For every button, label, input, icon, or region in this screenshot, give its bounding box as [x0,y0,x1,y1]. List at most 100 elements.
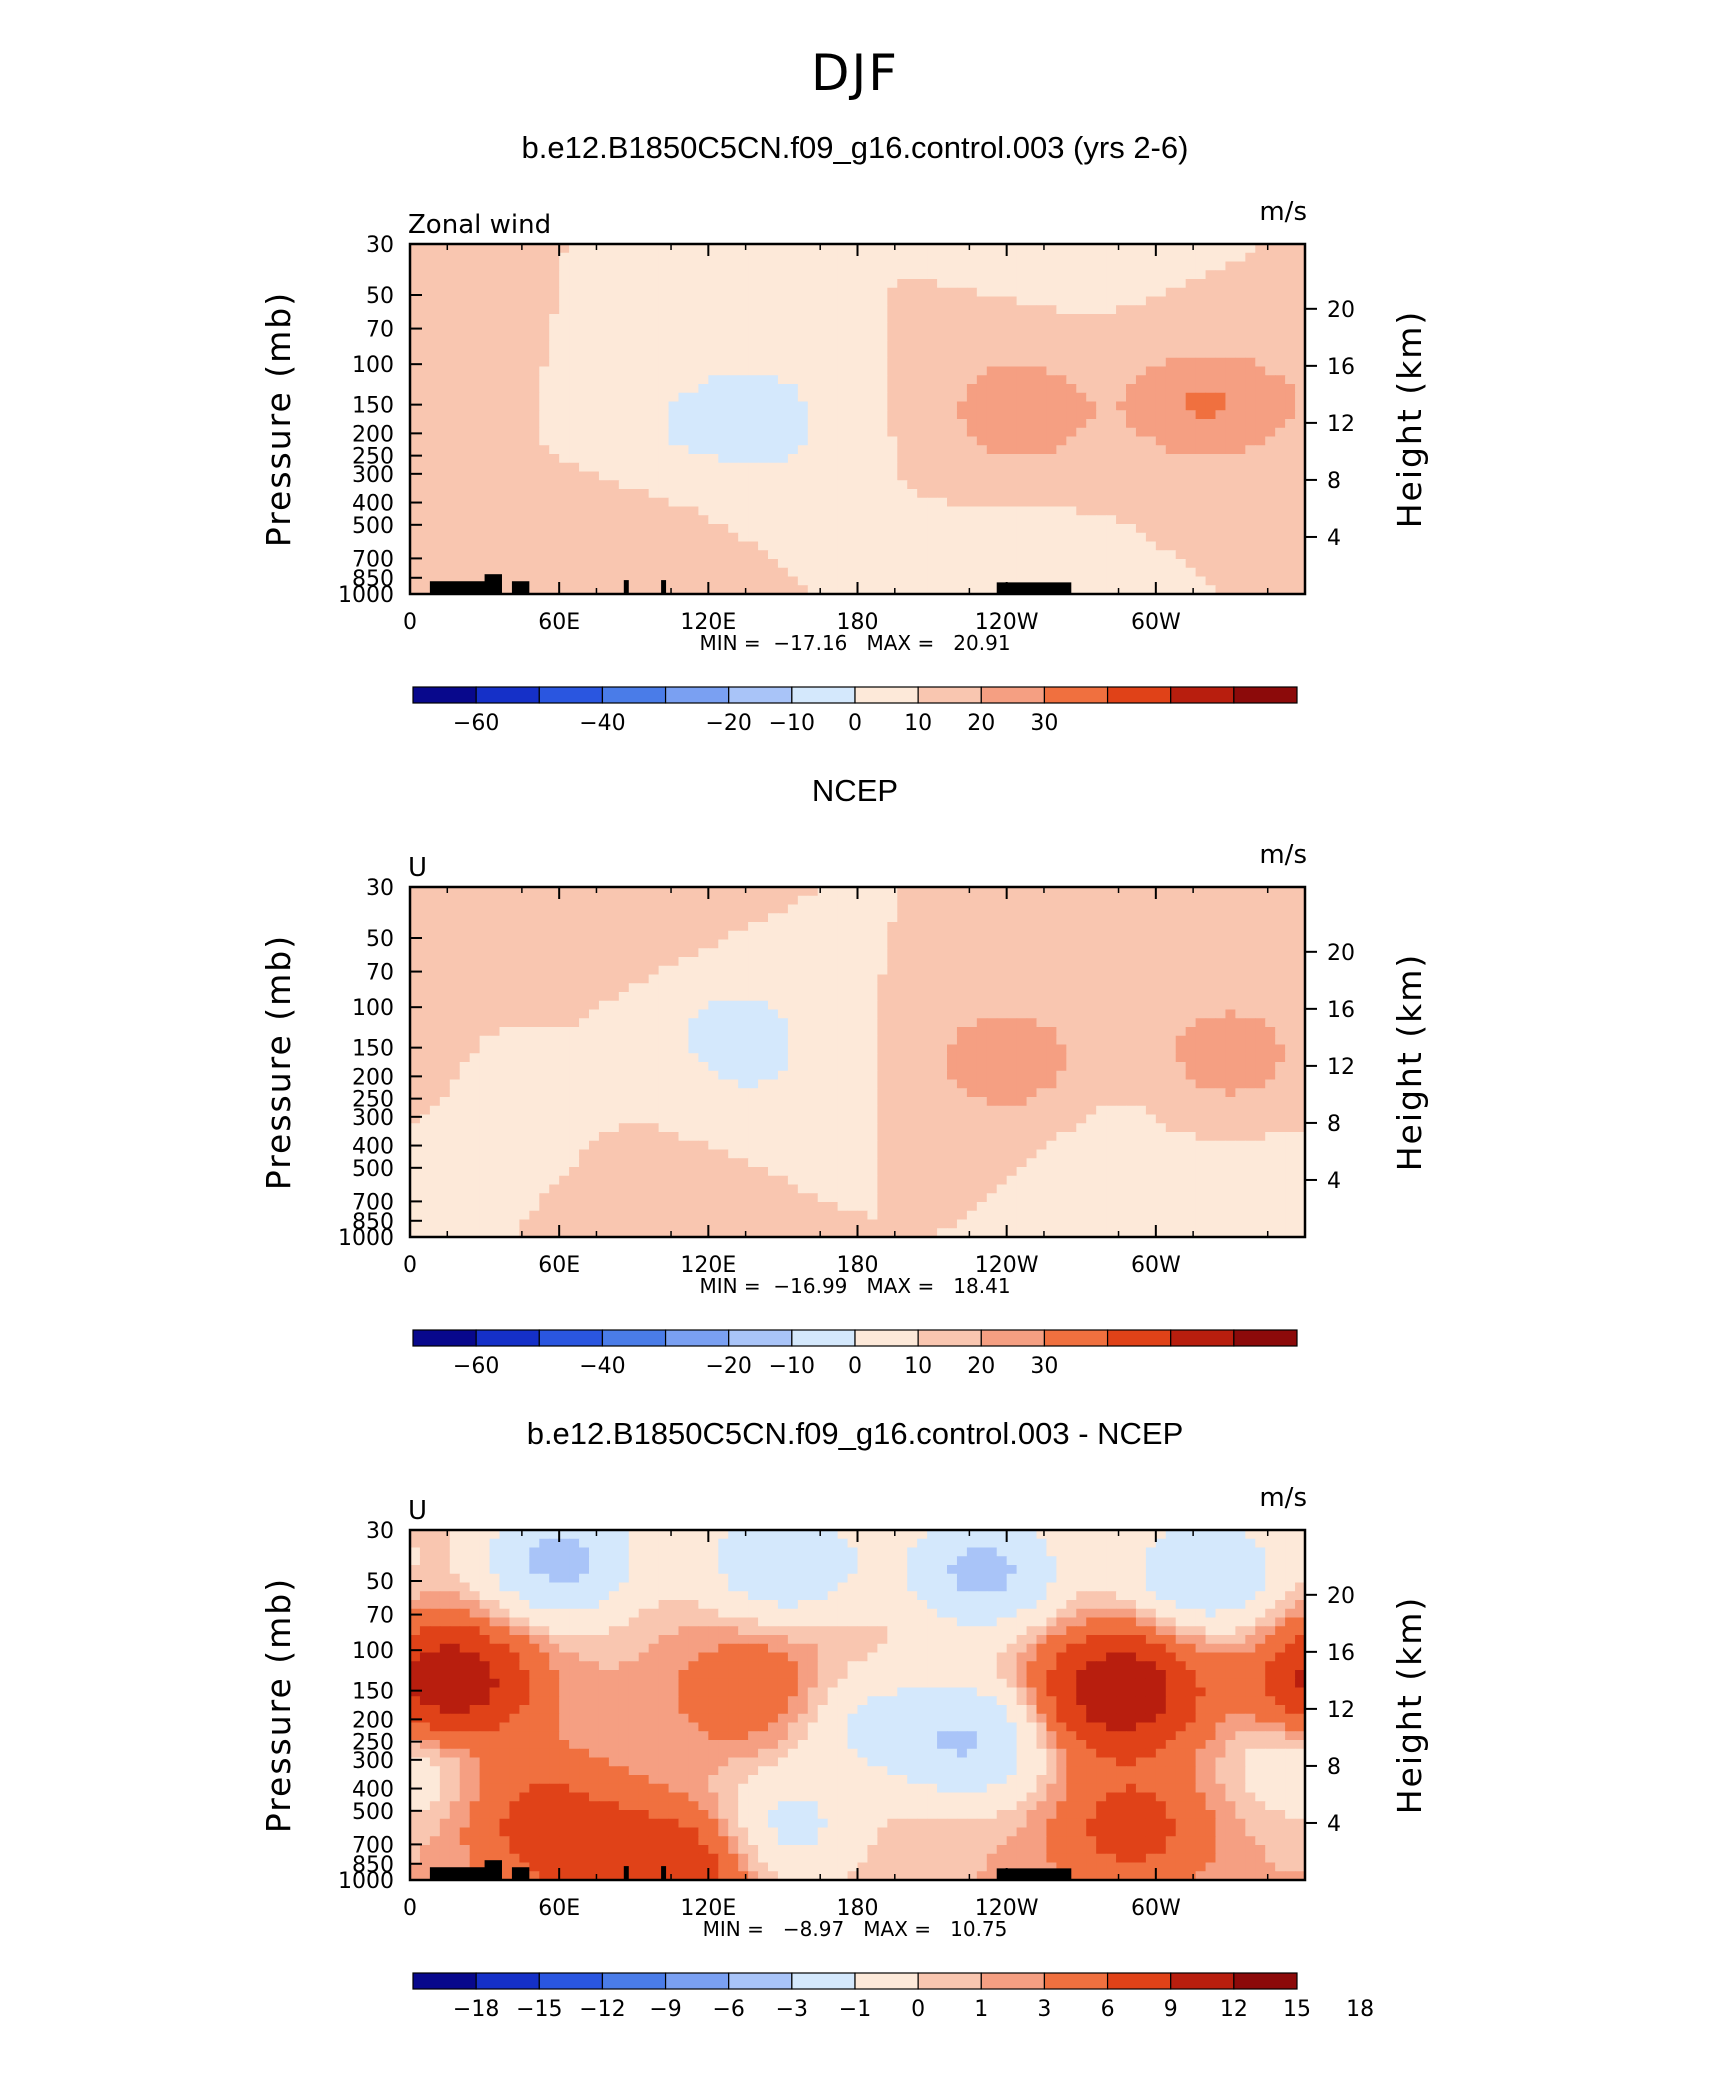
contour-cell [569,983,580,993]
contour-cell [976,462,988,473]
contour-cell [688,922,699,932]
contour-cell [827,515,839,525]
contour-cell [1046,895,1057,906]
contour-cell [519,357,530,368]
contour-cell [1096,585,1107,595]
contour-cell [1046,375,1057,385]
contour-cell [688,384,699,394]
contour-cell [937,401,948,411]
contour-cell [459,392,471,403]
contour-cell [1126,340,1137,350]
contour-cell [598,462,610,473]
contour-cell [807,322,819,333]
contour-cell [718,515,729,525]
contour-cell [618,913,630,923]
contour-cell [648,471,660,481]
contour-cell [1195,532,1207,543]
contour-cell [986,957,998,967]
contour-cell [867,357,878,368]
contour-cell [1285,445,1296,455]
contour-cell [1026,904,1038,914]
contour-cell [628,974,640,984]
contour-cell [1116,375,1127,385]
contour-cell [758,948,769,958]
contour-cell [907,541,918,551]
contour-cell [658,331,670,341]
contour-cell [738,322,749,333]
contour-cell [1126,922,1137,932]
contour-cell [1026,445,1038,455]
contour-cell [877,983,888,993]
contour-cell [1135,305,1147,315]
contour-cell [1106,375,1117,385]
contour-cell [589,375,600,385]
contour-cell [688,489,699,499]
contour-cell [1106,480,1117,490]
contour-cell [937,480,948,490]
contour-cell [618,462,630,473]
contour-cell [777,930,789,941]
contour-cell [1175,576,1187,586]
contour-cell [1255,887,1266,897]
contour-cell [1086,506,1097,516]
contour-cell [429,939,441,949]
contour-cell [1135,559,1147,569]
contour-cell [1066,541,1077,551]
contour-cell [1265,287,1276,298]
contour-cell [1046,419,1057,429]
contour-cell [817,904,829,914]
contour-cell [1096,1000,1107,1011]
contour-cell [1076,992,1087,1002]
contour-cell [648,489,660,499]
contour-cell [708,270,719,280]
contour-cell [410,1009,421,1019]
contour-cell [986,992,998,1002]
contour-cell [419,497,431,508]
contour-cell [1036,895,1048,906]
contour-cell [608,314,620,324]
contour-cell [1026,1000,1038,1011]
contour-cell [678,948,690,958]
contour-cell [748,515,759,525]
contour-cell [827,939,839,949]
contour-cell [529,384,540,394]
contour-cell [708,930,719,941]
contour-cell [976,887,988,897]
contour-cell [947,1000,958,1011]
contour-cell [887,384,898,394]
contour-cell [1135,515,1147,525]
contour-cell [777,957,789,967]
contour-cell [1235,974,1246,984]
contour-cell [1036,366,1048,376]
contour-cell [1295,480,1306,490]
contour-cell [489,506,501,516]
contour-cell [549,331,560,341]
contour-cell [1275,957,1286,967]
contour-cell [459,314,471,324]
contour-cell [1145,948,1157,958]
contour-cell [1275,401,1286,411]
contour-cell [658,410,670,420]
contour-cell [1235,419,1246,429]
contour-cell [1076,541,1087,551]
contour-cell [410,279,421,289]
contour-cell [668,410,680,420]
contour-cell [937,524,948,534]
contour-cell [897,992,908,1002]
contour-cell [688,244,699,254]
contour-cell [1066,567,1077,578]
contour-cell [489,939,501,949]
contour-cell [1076,506,1087,516]
contour-cell [638,445,650,455]
contour-cell [867,427,878,438]
contour-cell [708,974,719,984]
contour-cell [678,471,690,481]
contour-cell [1215,939,1227,949]
contour-cell [966,567,978,578]
contour-cell [927,419,938,429]
contour-cell [857,471,869,481]
contour-cell [419,974,431,984]
contour-cell [419,296,431,306]
contour-cell [419,244,431,254]
contour-cell [797,392,809,403]
